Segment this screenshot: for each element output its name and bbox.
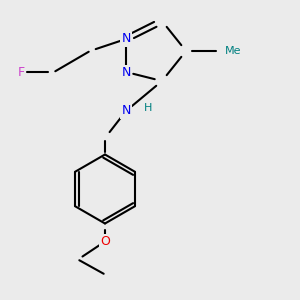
Text: N: N bbox=[121, 65, 131, 79]
Text: H: H bbox=[144, 103, 153, 113]
Text: Me: Me bbox=[225, 46, 242, 56]
Text: N: N bbox=[121, 32, 131, 46]
Text: F: F bbox=[17, 65, 25, 79]
Text: O: O bbox=[100, 235, 110, 248]
Text: N: N bbox=[121, 104, 131, 118]
